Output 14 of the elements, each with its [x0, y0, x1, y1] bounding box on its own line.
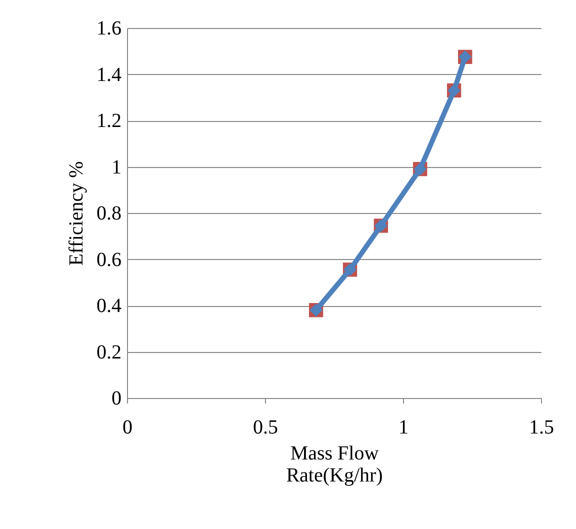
y-tick-label: 1.6 [96, 18, 122, 40]
x-tick-label: 1 [398, 416, 408, 438]
x-tick-label: 1.5 [529, 416, 554, 438]
x-tick-label: 0.5 [253, 416, 278, 438]
y-tick-label: 1.2 [96, 110, 122, 132]
y-axis-title: Efficiency % [66, 161, 88, 266]
x-axis-title: Mass Flow Rate(Kg/hr) [286, 442, 383, 486]
y-tick-label: 0.8 [96, 202, 122, 224]
y-tick-label: 1.4 [96, 64, 122, 86]
y-tick-label: 1 [112, 156, 122, 178]
y-tick-label: 0.2 [96, 341, 122, 364]
y-tick-label: 0 [112, 388, 122, 410]
y-tick-label: 0.6 [96, 248, 122, 271]
y-tick-label: 0.4 [96, 295, 122, 317]
